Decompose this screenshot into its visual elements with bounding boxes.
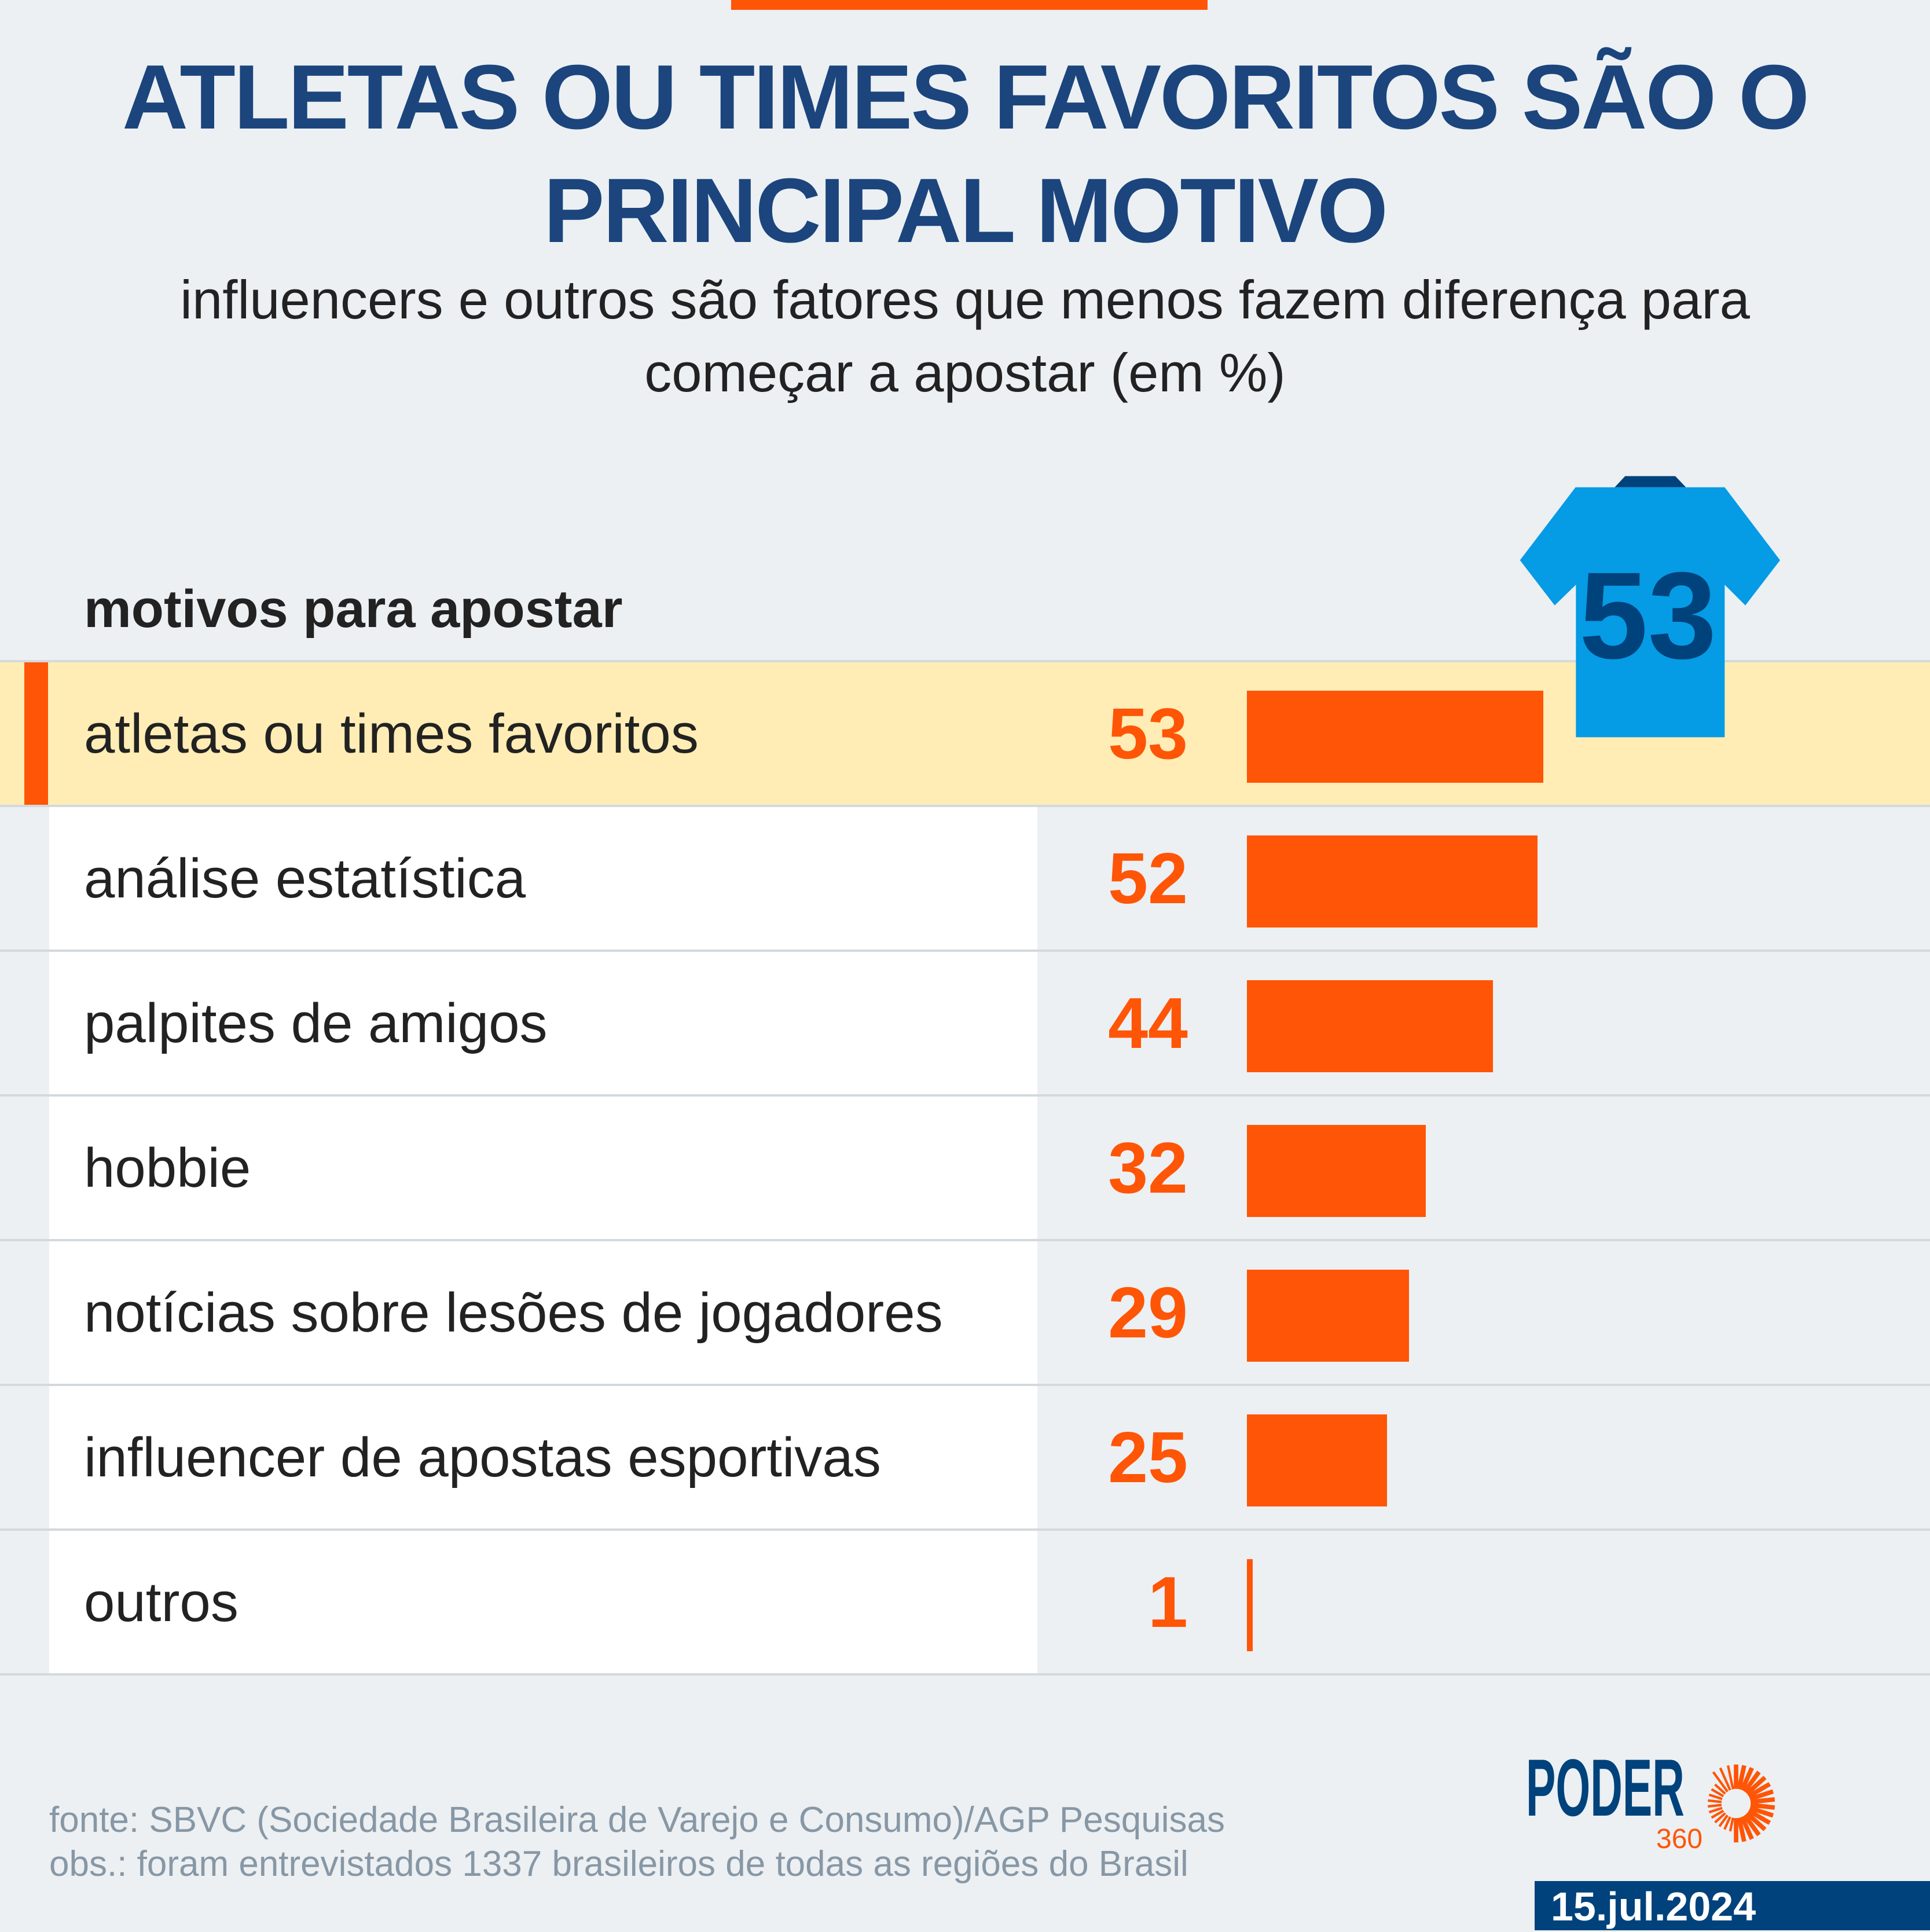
source-note: fonte: SBVC (Sociedade Brasileira de Var… [49, 1800, 1225, 1840]
sun-ray [1711, 1809, 1724, 1819]
value-label: 25 [1108, 1418, 1188, 1498]
bar-row: análise estatística 52 [0, 805, 1930, 951]
subtitle-line-2: começar a apostar (em %) [644, 342, 1286, 403]
sun-ray [1714, 1783, 1726, 1795]
value-label: 52 [1108, 839, 1188, 919]
sun-ray [1745, 1812, 1767, 1831]
category-label: palpites de amigos [84, 992, 548, 1054]
sun-ray [1747, 1782, 1771, 1798]
category-label: influencer de apostas esportivas [84, 1427, 881, 1489]
date-text: 15.jul.2024 [1551, 1884, 1756, 1929]
sun-ray [1742, 1814, 1761, 1836]
value-label: 29 [1108, 1273, 1188, 1353]
sun-ray [1708, 1793, 1723, 1801]
poder360-logo: PODER 360 [1526, 1747, 1781, 1863]
logo-sub: 360 [1656, 1824, 1703, 1854]
bar [1247, 1125, 1426, 1217]
bar [1247, 835, 1538, 927]
category-label: análise estatística [84, 848, 526, 910]
sun-ray [1745, 1776, 1767, 1795]
chart-title: ATLETAS OU TIMES FAVORITOS SÃO O PRINCIP… [0, 41, 1930, 267]
category-label: outros [84, 1571, 239, 1633]
sun-ray [1718, 1814, 1729, 1827]
sunburst-icon [1708, 1764, 1775, 1843]
column-header: motivos para apostar [84, 580, 623, 639]
sun-ray [1747, 1809, 1771, 1825]
sun-ray [1712, 1771, 1729, 1792]
jersey-body [1520, 487, 1780, 738]
highlight-marker [24, 662, 48, 806]
sun-ray [1714, 1812, 1726, 1824]
jersey-collar [1615, 476, 1686, 487]
sun-ray [1708, 1799, 1722, 1803]
jersey-number: 53 [1579, 547, 1716, 685]
bar [1247, 980, 1494, 1072]
divider [0, 1673, 1930, 1676]
value-label: 1 [1148, 1563, 1188, 1643]
category-label: notícias sobre lesões de jogadores [84, 1282, 943, 1344]
sun-ray [1740, 1767, 1754, 1791]
label-background [49, 1386, 1037, 1530]
top-accent-bar [731, 0, 1208, 10]
sun-ray [1708, 1803, 1722, 1808]
bar [1247, 1559, 1253, 1651]
bar [1247, 691, 1543, 783]
sun-ray [1749, 1806, 1774, 1818]
bar-row: outros 1 [0, 1528, 1930, 1674]
label-background [49, 807, 1037, 951]
bar-row: hobbie 32 [0, 1094, 1930, 1240]
title-line-1: ATLETAS OU TIMES FAVORITOS SÃO O [122, 46, 1810, 148]
sun-ray [1750, 1797, 1775, 1805]
logo-text: PODER [1526, 1742, 1685, 1833]
label-background [49, 1097, 1037, 1240]
bar-row: notícias sobre lesões de jogadores 29 [0, 1239, 1930, 1385]
sun-ray [1723, 1816, 1731, 1830]
value-label: 53 [1108, 694, 1188, 774]
sun-ray [1742, 1770, 1761, 1793]
title-line-2: PRINCIPAL MOTIVO [543, 160, 1388, 262]
category-label: atletas ou times favoritos [84, 703, 699, 765]
label-background [49, 1241, 1037, 1385]
value-label: 44 [1108, 984, 1188, 1064]
sun-ray [1750, 1802, 1775, 1810]
sun-ray [1726, 1765, 1734, 1790]
sun-ray [1711, 1788, 1724, 1798]
sun-ray [1737, 1765, 1746, 1790]
bar-row: palpites de amigos 44 [0, 949, 1930, 1095]
sun-ray [1749, 1789, 1774, 1801]
label-background [49, 1531, 1037, 1674]
chart-subtitle: influencers e outros são fatores que men… [0, 263, 1930, 409]
sun-ray [1729, 1817, 1734, 1832]
bar [1247, 1270, 1410, 1362]
category-label: hobbie [84, 1137, 251, 1199]
sun-ray [1740, 1816, 1754, 1840]
sun-ray [1719, 1767, 1731, 1791]
observation-note: obs.: foram entrevistados 1337 brasileir… [49, 1844, 1188, 1884]
bar-row: influencer de apostas esportivas 25 [0, 1384, 1930, 1530]
label-background [49, 952, 1037, 1095]
subtitle-line-1: influencers e outros são fatores que men… [180, 269, 1750, 330]
value-label: 32 [1108, 1128, 1188, 1208]
jersey-icon: 53 [1520, 476, 1780, 738]
sun-ray [1737, 1817, 1746, 1842]
sun-ray [1708, 1806, 1723, 1814]
date-badge: 15.jul.2024 [1535, 1881, 1930, 1930]
bar [1247, 1414, 1387, 1506]
